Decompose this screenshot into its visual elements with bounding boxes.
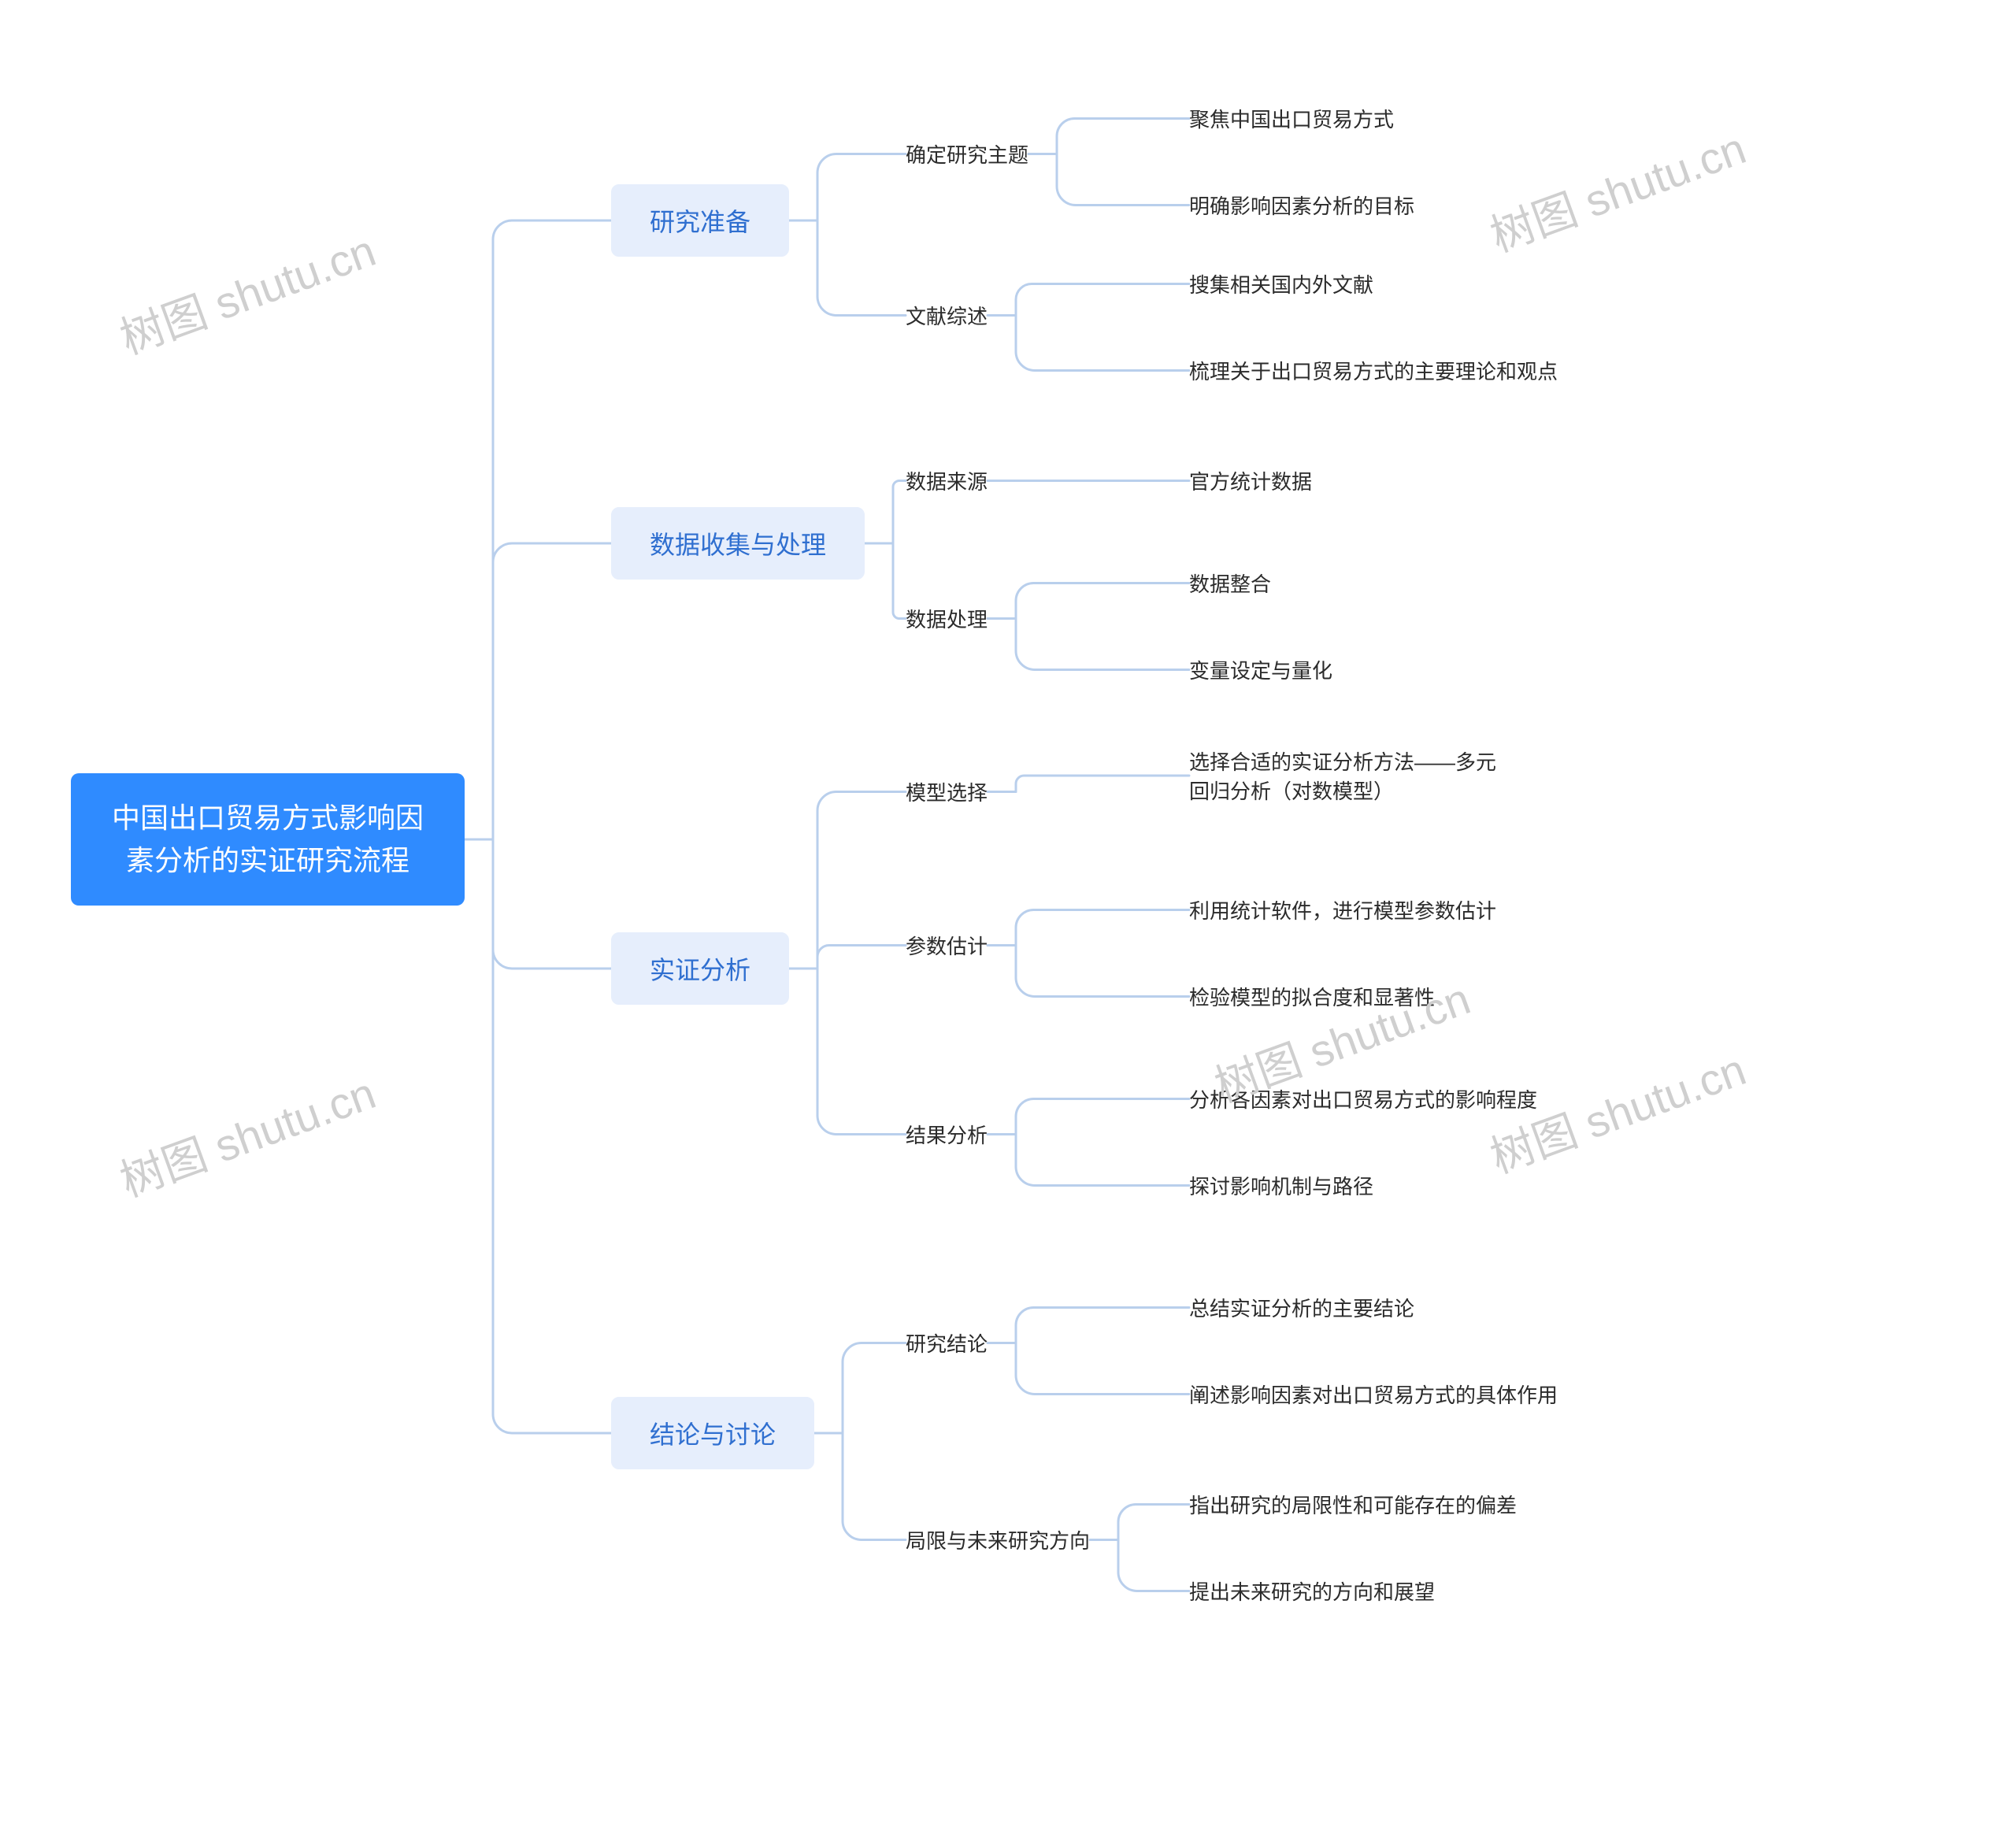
node-b4c2: 局限与未来研究方向 xyxy=(906,1522,1090,1558)
node-b3c1: 模型选择 xyxy=(906,774,988,809)
node-b2c2: 数据处理 xyxy=(906,601,988,636)
node-b4c1l1: 总结实证分析的主要结论 xyxy=(1189,1290,1414,1325)
node-b3c3: 结果分析 xyxy=(906,1117,988,1152)
node-b2c1l1: 官方统计数据 xyxy=(1189,463,1312,498)
node-b4c1: 研究结论 xyxy=(906,1325,988,1361)
branch-b2: 数据收集与处理 xyxy=(611,507,865,580)
node-b2c1: 数据来源 xyxy=(906,463,988,498)
node-b3c2l1: 利用统计软件，进行模型参数估计 xyxy=(1189,892,1496,928)
branch-b4: 结论与讨论 xyxy=(611,1397,814,1469)
node-b1c2l2: 梳理关于出口贸易方式的主要理论和观点 xyxy=(1189,353,1558,388)
mindmap-canvas: 中国出口贸易方式影响因素分析的实证研究流程 研究准备数据收集与处理实证分析结论与讨… xyxy=(0,0,2016,1841)
node-b1c2l1: 搜集相关国内外文献 xyxy=(1189,266,1373,302)
node-b3c3l2: 探讨影响机制与路径 xyxy=(1189,1168,1373,1203)
node-b4c2l2: 提出未来研究的方向和展望 xyxy=(1189,1573,1435,1609)
node-b3c2: 参数估计 xyxy=(906,928,988,963)
watermark: 树图 shutu.cn xyxy=(1480,113,1754,265)
node-b1c1l1: 聚焦中国出口贸易方式 xyxy=(1189,101,1394,136)
root-node: 中国出口贸易方式影响因素分析的实证研究流程 xyxy=(71,773,465,906)
node-b3c1l1: 选择合适的实证分析方法——多元回归分析（对数模型） xyxy=(1189,743,1504,808)
branch-b3: 实证分析 xyxy=(611,932,789,1005)
watermark: 树图 shutu.cn xyxy=(110,1058,384,1209)
node-b3c3l1: 分析各因素对出口贸易方式的影响程度 xyxy=(1189,1081,1537,1117)
watermark: 树图 shutu.cn xyxy=(110,216,384,367)
branch-b1: 研究准备 xyxy=(611,184,789,257)
node-b2c2l2: 变量设定与量化 xyxy=(1189,652,1332,687)
node-b1c1l2: 明确影响因素分析的目标 xyxy=(1189,187,1414,223)
node-b2c2l1: 数据整合 xyxy=(1189,565,1271,601)
node-b4c1l2: 阐述影响因素对出口贸易方式的具体作用 xyxy=(1189,1376,1558,1412)
node-b1c1: 确定研究主题 xyxy=(906,136,1028,172)
node-b3c2l2: 检验模型的拟合度和显著性 xyxy=(1189,979,1435,1014)
node-b4c2l1: 指出研究的局限性和可能存在的偏差 xyxy=(1189,1487,1517,1522)
node-b1c2: 文献综述 xyxy=(906,298,988,333)
connector-layer xyxy=(0,0,2016,1841)
